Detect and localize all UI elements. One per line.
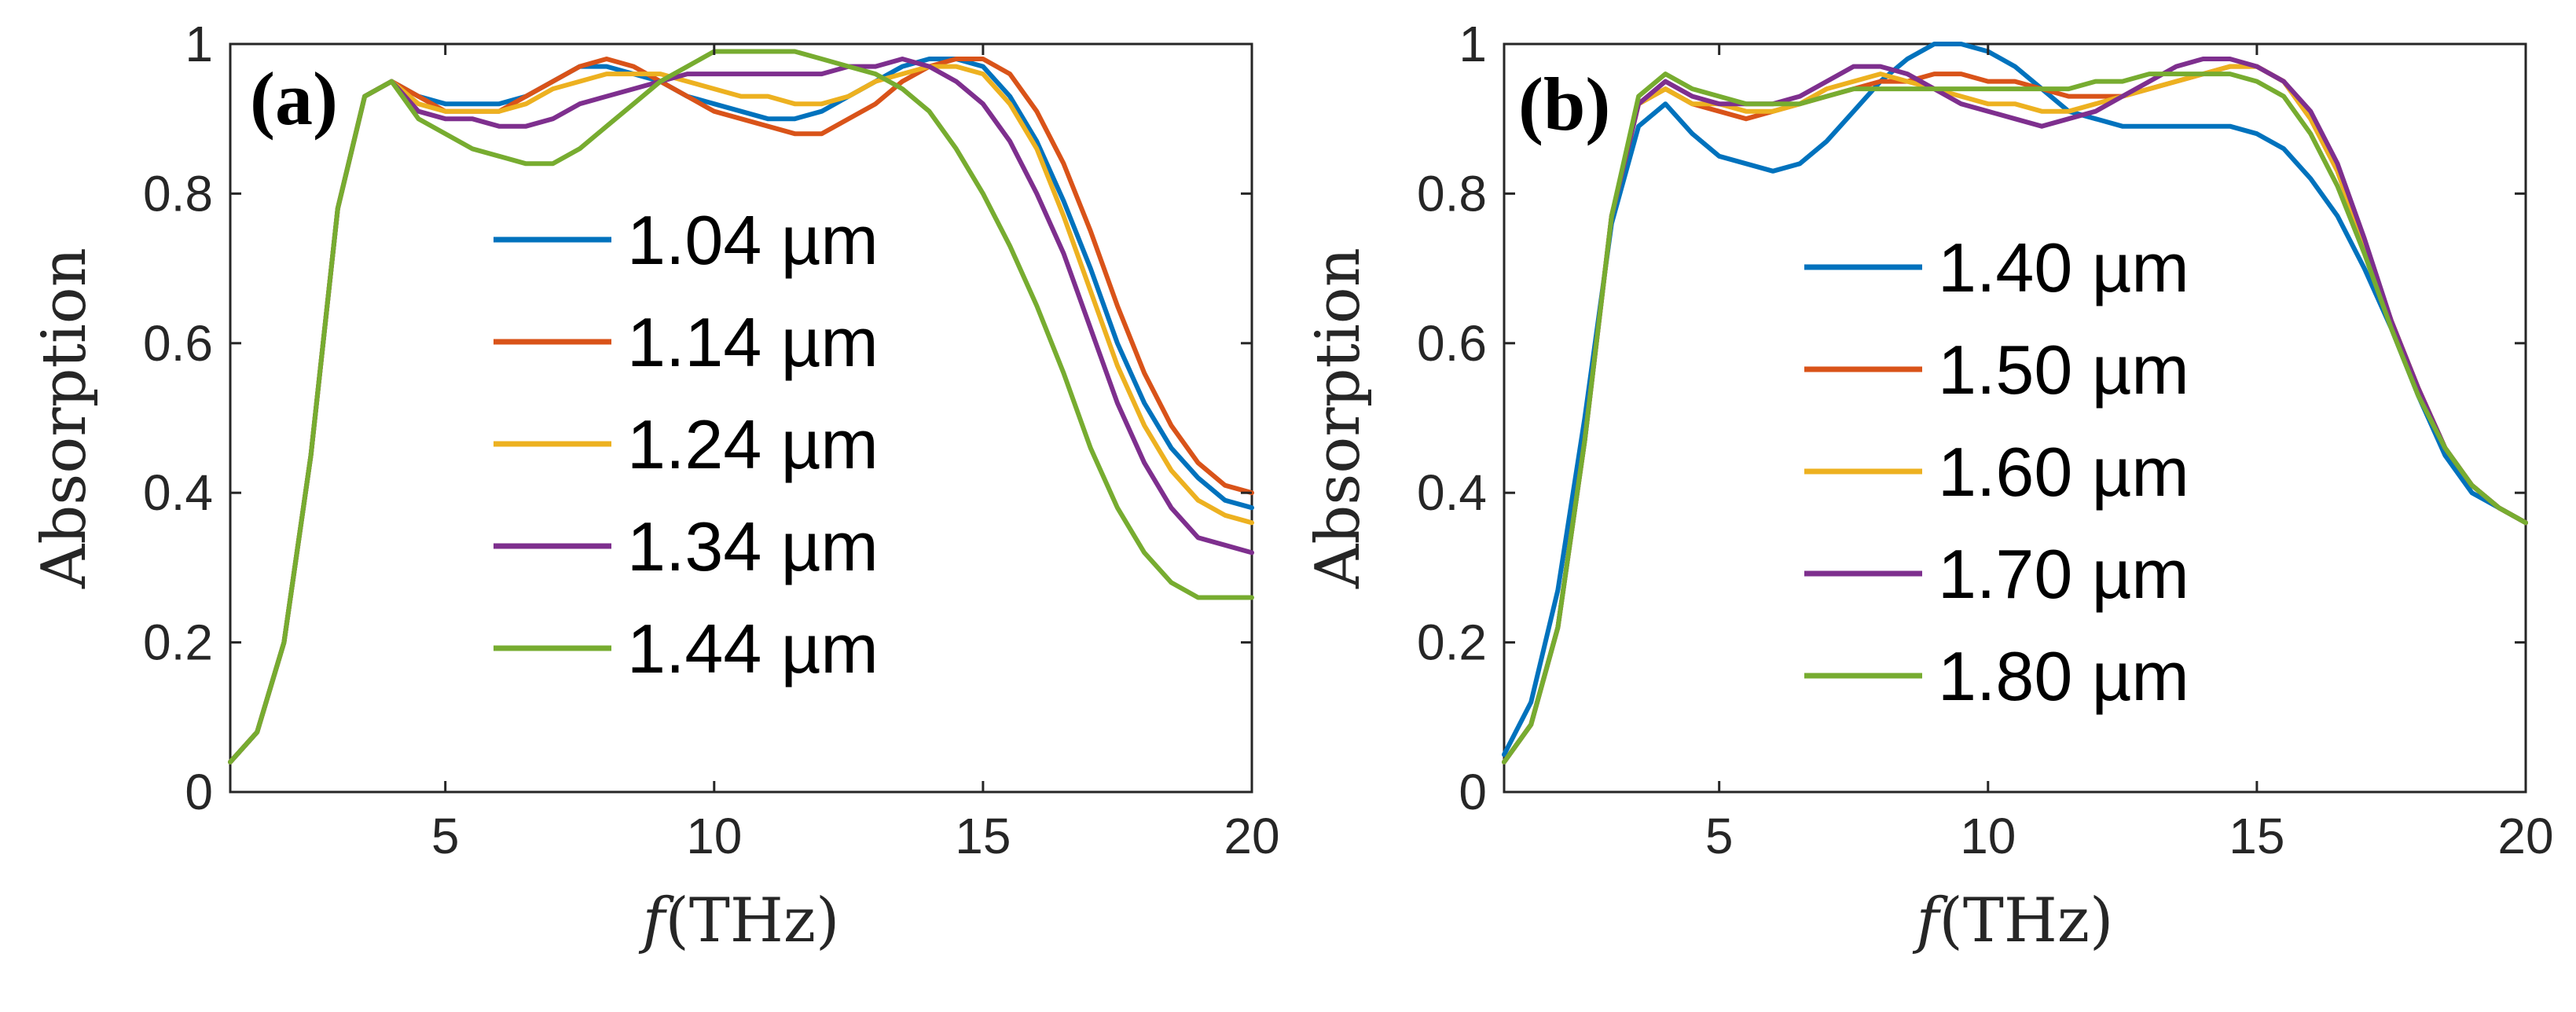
legend-item: 1.44 µm: [494, 610, 879, 688]
y-axis-title: Absorption: [1303, 248, 1374, 589]
y-axis-title: Absorption: [29, 248, 100, 589]
x-tick-label: 20: [2497, 808, 2553, 864]
y-tick-label: 0.8: [143, 165, 213, 222]
y-tick-label: 0: [1459, 764, 1487, 820]
y-tick-label: 0.6: [1417, 315, 1487, 372]
x-axis-title: f(THz): [639, 886, 840, 956]
x-tick-label: 10: [1960, 808, 2016, 864]
y-tick-label: 1: [185, 16, 213, 72]
legend-label: 1.80 µm: [1938, 637, 2189, 715]
legend: 1.04 µm 1.14 µm 1.24 µm 1.34 µm 1.44 µm: [494, 201, 879, 688]
y-tick-label: 0.8: [1417, 165, 1487, 222]
legend-label: 1.60 µm: [1938, 433, 2189, 511]
legend-label: 1.44 µm: [627, 610, 879, 688]
legend-item: 1.40 µm: [1804, 229, 2189, 306]
legend: 1.40 µm 1.50 µm 1.60 µm 1.70 µm 1.80 µm: [1804, 229, 2189, 715]
x-axis-title: f(THz): [1913, 886, 2114, 956]
legend-item: 1.60 µm: [1804, 433, 2189, 511]
x-tick-label: 10: [686, 808, 742, 864]
legend-item: 1.70 µm: [1804, 535, 2189, 613]
series-line-5: [1502, 72, 2528, 764]
y-tick-label: 0: [185, 764, 213, 820]
series-line-1: [1502, 42, 2528, 757]
legend-label: 1.14 µm: [627, 303, 879, 381]
y-tick-label: 0.4: [1417, 464, 1487, 521]
legend-item: 1.34 µm: [494, 508, 879, 585]
y-tick-label: 0.6: [143, 315, 213, 372]
x-tick-label: 15: [2229, 808, 2284, 864]
series-line-3: [1502, 64, 2528, 764]
y-tick-label: 0.2: [1417, 614, 1487, 671]
legend-label: 1.24 µm: [627, 405, 879, 483]
x-tick-label: 5: [1705, 808, 1734, 864]
legend-item: 1.80 µm: [1804, 637, 2189, 715]
plot-area-frame: [1503, 42, 2527, 794]
chart-panel-b: 5 10 15 20 0 0.2 0.4 0.6 0.8 1 Absorption f(THz) (b)…: [1303, 16, 2554, 956]
legend-item: 1.04 µm: [494, 201, 879, 279]
panel-label: (a): [250, 57, 338, 141]
panel-label: (b): [1518, 62, 1610, 146]
legend-item: 1.50 µm: [1804, 331, 2189, 409]
x-axis-unit: (THz): [1939, 886, 2113, 956]
x-tick-label: 5: [431, 808, 460, 864]
x-axis-unit: (THz): [665, 886, 839, 956]
series-line-5: [228, 49, 1254, 764]
series-group: [1502, 42, 2528, 764]
legend-label: 1.70 µm: [1938, 535, 2189, 613]
y-tick-label: 1: [1459, 16, 1487, 72]
legend-item: 1.14 µm: [494, 303, 879, 381]
legend-label: 1.34 µm: [627, 508, 879, 585]
legend-item: 1.24 µm: [494, 405, 879, 483]
legend-label: 1.04 µm: [627, 201, 879, 279]
x-tick-label: 20: [1224, 808, 1279, 864]
series-group: [228, 49, 1254, 764]
y-tick-label: 0.2: [143, 614, 213, 671]
plot-area-frame: [229, 42, 1253, 794]
legend-label: 1.50 µm: [1938, 331, 2189, 409]
y-tick-label: 0.4: [143, 464, 213, 521]
chart-panel-a: 5 10 15 20 0 0.2 0.4 0.6 0.8 1 Absorption f(THz) (a)…: [29, 16, 1280, 956]
legend-label: 1.40 µm: [1938, 229, 2189, 306]
x-tick-label: 15: [955, 808, 1011, 864]
series-line-4: [1502, 57, 2528, 764]
